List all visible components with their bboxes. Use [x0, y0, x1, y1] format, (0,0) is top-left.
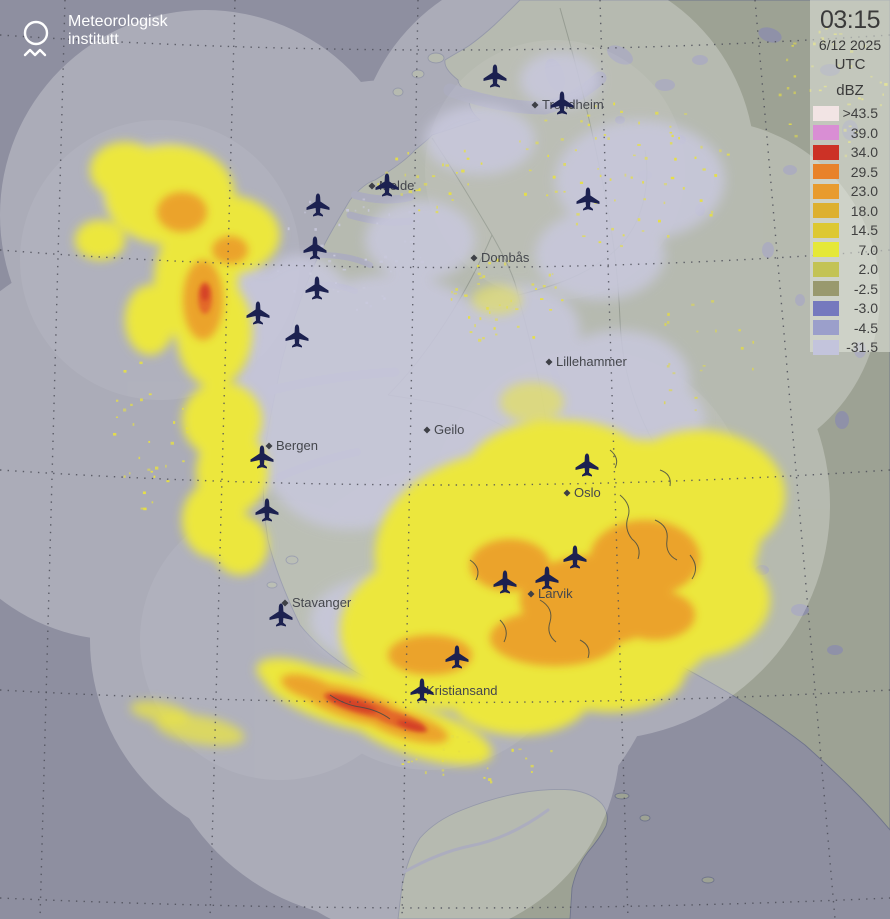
- city-label: Dombås: [481, 250, 530, 265]
- legend-row: -31.5: [810, 337, 890, 357]
- legend-swatch: [813, 242, 839, 257]
- legend-row: 34.0: [810, 142, 890, 162]
- legend-swatch: [813, 261, 839, 277]
- legend-swatch: [813, 164, 839, 179]
- legend-row: >43.5: [810, 103, 890, 123]
- legend-row: 7.0: [810, 240, 890, 260]
- legend-swatch: [813, 281, 839, 296]
- city-labels-layer: TrondheimMoldeDombåsLillehammerGeiloBerg…: [265, 97, 627, 698]
- city-label: Oslo: [574, 485, 601, 500]
- city-label: Bergen: [276, 438, 318, 453]
- city-stavanger: Stavanger: [281, 595, 352, 610]
- legend-label: -3.0: [853, 300, 878, 316]
- legend-row: 39.0: [810, 123, 890, 143]
- legend-label: 23.0: [850, 183, 878, 199]
- contour-layer: [329, 449, 696, 720]
- legend-row: 29.5: [810, 162, 890, 182]
- city-trondheim: Trondheim: [531, 97, 604, 112]
- legend-swatch: [813, 222, 839, 238]
- legend-label: >43.5: [842, 105, 878, 121]
- legend-swatch: [813, 105, 839, 121]
- legend-label: -31.5: [846, 339, 878, 355]
- legend-swatch: [813, 125, 839, 140]
- met-logo-line1: Meteorologisk: [68, 13, 168, 30]
- legend-label: 34.0: [850, 144, 878, 160]
- legend-label: 7.0: [858, 241, 878, 258]
- city-oslo: Oslo: [563, 485, 601, 500]
- legend-swatch: [813, 320, 839, 335]
- met-logo-text: Meteorologisk institutt: [68, 10, 168, 49]
- clock-time: 03:15: [819, 6, 881, 34]
- city-label: Stavanger: [292, 595, 352, 610]
- city-label: Geilo: [434, 422, 464, 437]
- legend-label: 39.0: [850, 124, 878, 141]
- legend-label: 18.0: [850, 202, 878, 219]
- legend-swatch: [813, 203, 839, 218]
- city-label: Trondheim: [542, 97, 604, 112]
- legend-label: -2.5: [853, 280, 878, 297]
- city-geilo: Geilo: [423, 422, 464, 437]
- legend-row: -2.5: [810, 279, 890, 299]
- legend-swatch: [813, 300, 839, 316]
- legend-title: dBZ: [836, 82, 864, 100]
- city-kristiansand: Kristiansand: [415, 683, 498, 698]
- city-label: Lillehammer: [556, 354, 627, 369]
- city-larvik: Larvik: [527, 586, 573, 601]
- legend-row: -4.5: [810, 318, 890, 338]
- city-lillehammer: Lillehammer: [545, 354, 627, 369]
- info-panel: 03:15 6/12 2025 UTC dBZ >43.5 39.0 34.0 29.…: [810, 0, 890, 355]
- city-label: Larvik: [538, 586, 573, 601]
- legend-label: 29.5: [850, 163, 878, 180]
- legend-row: 18.0: [810, 201, 890, 221]
- legend-label: -4.5: [853, 319, 878, 336]
- legend-row: -3.0: [810, 298, 890, 318]
- legend-row: 23.0: [810, 181, 890, 201]
- city-label: Kristiansand: [426, 683, 498, 698]
- legend-label: 2.0: [858, 261, 878, 277]
- city-bergen: Bergen: [265, 438, 318, 453]
- clock-date: 6/12 2025: [818, 37, 882, 54]
- legend-swatch: [813, 183, 839, 199]
- legend-swatch: [813, 144, 839, 160]
- met-logo-line2: institutt: [68, 31, 119, 48]
- met-logo: Meteorologisk institutt: [12, 10, 168, 62]
- legend-label: 14.5: [850, 222, 878, 238]
- met-logo-icon: [23, 20, 49, 57]
- legend-swatch: [813, 339, 839, 355]
- clock-timezone: UTC: [834, 56, 866, 74]
- legend-row: 14.5: [810, 220, 890, 240]
- city-dombs: Dombås: [470, 250, 530, 265]
- legend-list: >43.5 39.0 34.0 29.5 23.0 18.0 14.5 7.0 2.0 -2.5 -…: [810, 103, 890, 357]
- legend-row: 2.0: [810, 259, 890, 279]
